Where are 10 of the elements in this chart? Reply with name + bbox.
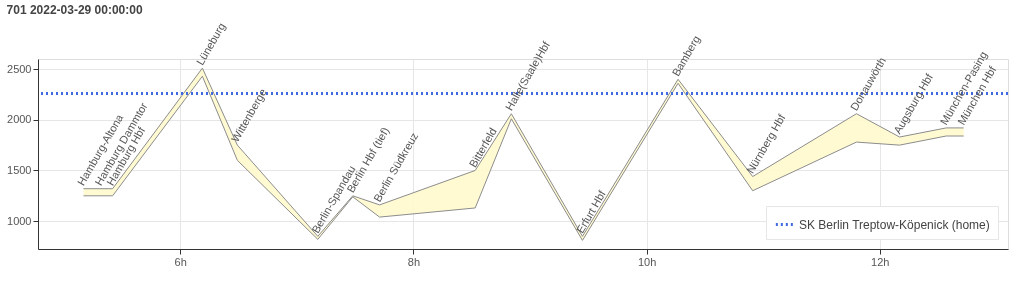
y-tick-label: 2500 — [7, 62, 32, 75]
y-tick-label: 1500 — [7, 163, 32, 176]
y-tick-label: 1000 — [7, 214, 32, 227]
x-tick-label: 6h — [174, 255, 187, 268]
x-tick-label: 8h — [407, 255, 421, 268]
x-tick-label: 12h — [871, 255, 890, 268]
chart-title: 701 2022-03-29 00:00:00 — [6, 3, 143, 18]
legend-label: SK Berlin Treptow-Köpenick (home) — [799, 217, 990, 232]
x-tick-label: 10h — [637, 255, 657, 268]
y-tick-label: 2000 — [7, 113, 32, 126]
